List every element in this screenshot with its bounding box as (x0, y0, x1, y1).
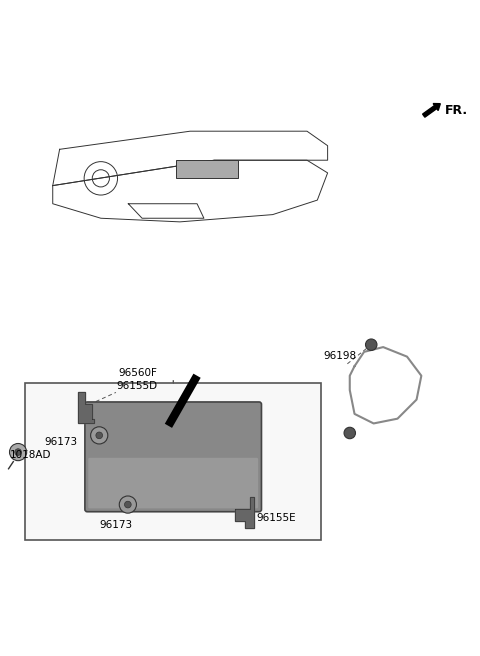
Text: FR.: FR. (445, 104, 468, 117)
Text: 96173: 96173 (99, 520, 132, 530)
Text: 96155E: 96155E (257, 513, 296, 523)
Circle shape (96, 432, 103, 439)
Text: 96560F: 96560F (118, 368, 157, 378)
Circle shape (119, 496, 136, 513)
FancyArrow shape (422, 104, 440, 117)
Polygon shape (177, 160, 238, 178)
FancyBboxPatch shape (88, 458, 258, 508)
Text: 1018AD: 1018AD (10, 450, 51, 460)
Text: 96155D: 96155D (116, 381, 157, 391)
Text: 96198: 96198 (324, 352, 357, 361)
Text: 96173: 96173 (45, 437, 78, 447)
Circle shape (365, 339, 377, 350)
Circle shape (124, 501, 131, 508)
Circle shape (91, 427, 108, 444)
FancyBboxPatch shape (25, 383, 321, 541)
Circle shape (15, 449, 22, 455)
Polygon shape (78, 392, 95, 423)
Circle shape (344, 427, 356, 439)
Polygon shape (235, 497, 254, 529)
FancyBboxPatch shape (85, 402, 262, 512)
Circle shape (10, 443, 27, 461)
